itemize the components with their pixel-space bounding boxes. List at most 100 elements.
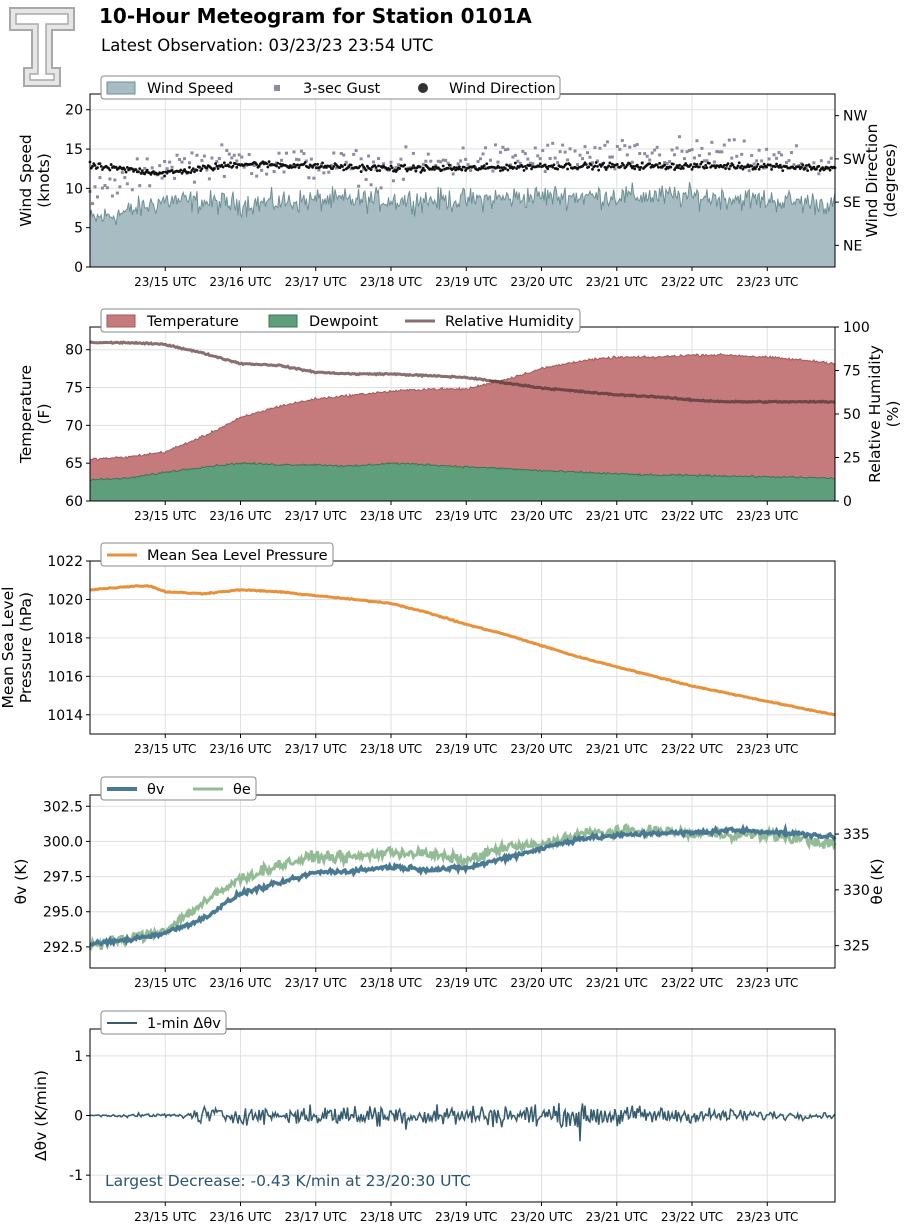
- wind-direction-marker: [639, 166, 643, 169]
- wind-direction-marker: [674, 166, 678, 170]
- wind-direction-marker: [222, 161, 226, 165]
- gust-marker: [299, 149, 303, 153]
- gust-marker: [608, 155, 612, 159]
- relative-humidity-line-over-temp: [489, 379, 835, 405]
- wind-direction-marker: [481, 166, 485, 170]
- y-tick-label: 292.5: [43, 940, 83, 956]
- wind-direction-marker: [525, 166, 528, 170]
- temperature-line: [89, 352, 836, 462]
- gust-marker: [372, 160, 376, 164]
- wind-direction-marker: [828, 168, 832, 172]
- gust-marker: [740, 152, 744, 156]
- wind-direction-marker: [707, 161, 711, 165]
- wind-direction-marker: [755, 165, 759, 169]
- wind-direction-marker: [556, 167, 560, 171]
- dewpoint-area: [90, 462, 835, 501]
- wind-direction-marker: [93, 164, 97, 167]
- dewpoint-line: [90, 461, 836, 481]
- legend-symbol: [106, 314, 136, 328]
- wind-direction-marker: [265, 162, 269, 166]
- wind-direction-marker: [528, 163, 532, 167]
- gust-marker: [628, 145, 632, 149]
- gust-marker: [643, 152, 647, 156]
- wind-direction-marker: [369, 168, 373, 172]
- legend-label: 3-sec Gust: [303, 81, 380, 97]
- gust-marker: [232, 153, 236, 157]
- wind-direction-marker: [186, 170, 190, 174]
- gust-marker: [588, 155, 592, 159]
- gust-marker: [202, 154, 206, 158]
- wind-direction-marker: [214, 162, 218, 166]
- wind-direction-marker: [349, 163, 353, 167]
- gust-marker: [702, 159, 706, 163]
- gust-marker: [538, 157, 542, 161]
- y-axis-label: Temperature(F): [17, 365, 53, 464]
- legend-patch: [106, 314, 136, 328]
- y-tick-label: 0: [74, 1109, 83, 1125]
- wind-direction-marker: [757, 167, 761, 171]
- x-tick-label: 23/20 UTC: [510, 976, 572, 990]
- x-tick-label: 23/17 UTC: [285, 509, 347, 523]
- gust-marker: [760, 159, 764, 163]
- x-tick-label: 23/19 UTC: [435, 275, 497, 289]
- gust-marker: [421, 162, 425, 166]
- wind-direction-marker: [278, 162, 282, 166]
- wind-direction-marker: [658, 161, 662, 165]
- wind-direction-marker: [656, 165, 660, 169]
- x-tick-label: 23/19 UTC: [435, 509, 497, 523]
- wind-direction-markers: [88, 160, 837, 178]
- gust-marker: [812, 161, 816, 165]
- x-tick-label: 23/18 UTC: [360, 1210, 422, 1224]
- y-axis-label: Mean Sea LevelPressure (hPa): [0, 587, 35, 709]
- gust-marker: [683, 157, 687, 161]
- wind-direction-marker: [671, 162, 675, 166]
- x-tick-label: 23/23 UTC: [736, 1210, 798, 1224]
- gust-marker: [364, 177, 368, 181]
- wind-direction-marker: [374, 165, 378, 169]
- wind-direction-marker: [114, 165, 118, 169]
- y2-tick-label: SE: [843, 195, 861, 211]
- wind-direction-marker: [139, 171, 143, 175]
- wind-direction-marker: [778, 163, 782, 167]
- gust-marker: [187, 161, 191, 165]
- gust-marker: [518, 161, 522, 165]
- gust-marker: [334, 166, 338, 170]
- x-tick-label: 23/22 UTC: [661, 742, 723, 756]
- wind-direction-marker: [342, 168, 346, 172]
- wind-direction-marker: [497, 166, 501, 169]
- gust-marker: [528, 161, 532, 165]
- gust-marker: [95, 195, 99, 199]
- gust-marker: [598, 146, 602, 150]
- wind-direction-marker: [403, 163, 407, 167]
- wind-direction-marker: [170, 168, 174, 172]
- plot-border: [89, 1028, 836, 1203]
- wind-direction-marker: [275, 164, 278, 168]
- wind-direction-marker: [740, 164, 744, 168]
- wind-direction-marker: [500, 166, 504, 170]
- wind-direction-marker: [729, 164, 732, 168]
- legend-label: θe: [233, 782, 251, 798]
- gust-marker: [217, 156, 221, 160]
- x-tick-label: 23/23 UTC: [736, 275, 798, 289]
- gust-marker: [108, 177, 112, 181]
- gust-marker: [789, 151, 793, 155]
- gust-marker: [553, 156, 557, 160]
- gust-marker: [526, 157, 530, 161]
- wind-direction-marker: [724, 167, 727, 170]
- gust-marker: [568, 147, 572, 151]
- gust-marker: [205, 168, 209, 172]
- wind-direction-marker: [568, 163, 572, 167]
- wind-direction-marker: [675, 164, 679, 168]
- wind-direction-marker: [198, 165, 201, 169]
- wind-direction-marker: [482, 164, 486, 168]
- wind-direction-marker: [296, 163, 300, 167]
- wind-direction-marker: [440, 168, 444, 172]
- wind-direction-marker: [235, 165, 239, 169]
- y-tick-label: 1: [74, 1049, 83, 1065]
- gust-marker: [396, 163, 400, 167]
- wind-direction-marker: [622, 163, 625, 167]
- wind-direction-marker: [358, 164, 362, 168]
- gust-marker: [715, 150, 719, 154]
- y-axis-label: Δθv (K/min): [32, 1070, 50, 1161]
- wind-direction-marker: [319, 164, 323, 168]
